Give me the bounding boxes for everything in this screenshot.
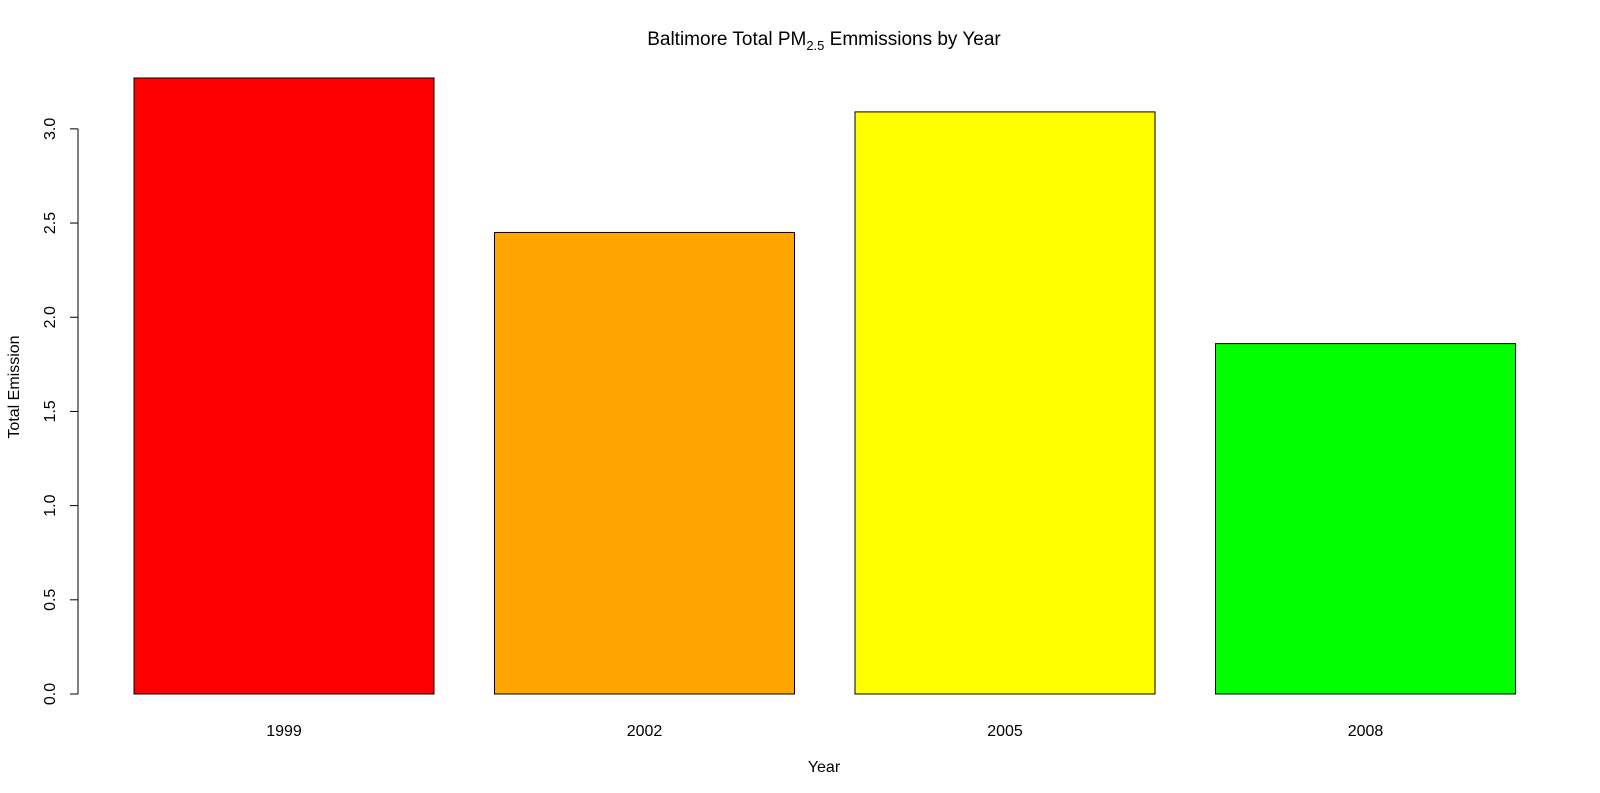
y-tick-label-2.0: 2.0: [42, 306, 59, 328]
bar-2002: [494, 231, 795, 695]
x-tick-label-2002: 2002: [627, 723, 663, 740]
y-tick-label-0.5: 0.5: [42, 589, 59, 611]
y-tick-label-2.5: 2.5: [42, 212, 59, 234]
chart-title-prefix: Baltimore Total PM: [647, 29, 806, 50]
x-axis-title: Year: [808, 759, 841, 776]
bar-1999: [133, 77, 435, 695]
bars-group: [133, 77, 1516, 695]
y-tick-label-1.0: 1.0: [42, 494, 59, 516]
chart-title: Baltimore Total PM2.5 Emmissions by Year: [647, 29, 1001, 53]
chart-title-subscript: 2.5: [806, 38, 824, 53]
x-tick-label-2005: 2005: [987, 723, 1023, 740]
x-tick-labels: 1999 2002 2005 2008: [266, 723, 1383, 740]
bar-2005: [854, 111, 1156, 695]
y-axis-title: Total Emission: [6, 335, 23, 438]
chart-title-suffix: Emmissions by Year: [824, 29, 1001, 50]
x-tick-label-2008: 2008: [1348, 723, 1384, 740]
y-axis: 0.0 0.5 1.0 1.5 2.0 2.5 3.0: [42, 118, 79, 705]
y-tick-label-3.0: 3.0: [42, 118, 59, 140]
y-tick-label-1.5: 1.5: [42, 400, 59, 422]
bar-2008: [1215, 343, 1516, 695]
y-tick-label-0.0: 0.0: [42, 683, 59, 705]
x-tick-label-1999: 1999: [266, 723, 302, 740]
